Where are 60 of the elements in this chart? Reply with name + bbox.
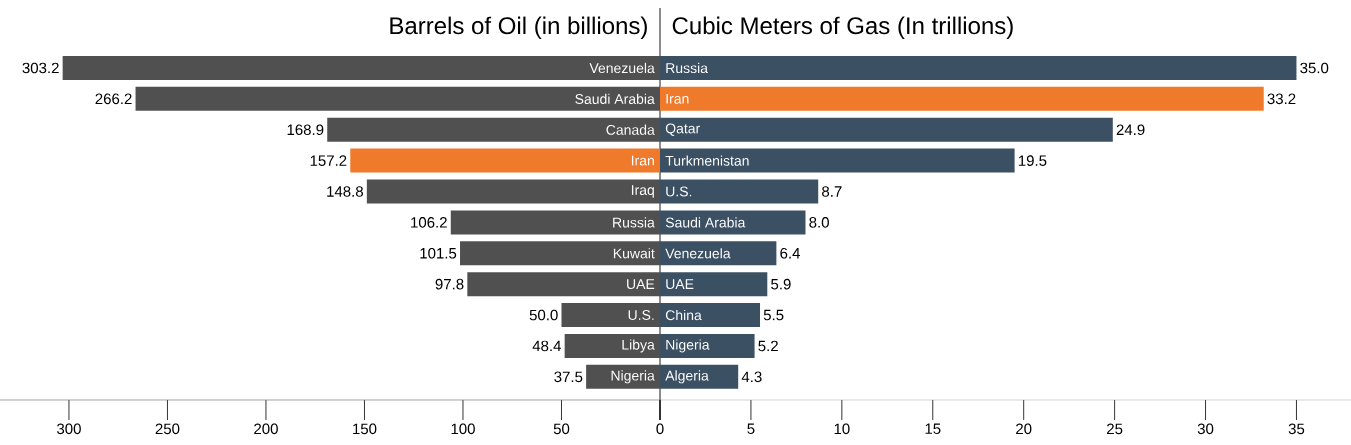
data-label: 168.9 <box>287 124 324 136</box>
data-label: 33.2 <box>1267 93 1296 105</box>
y-tick-label: U.S. <box>628 310 654 321</box>
y-tick-label: Kuwait <box>613 248 655 259</box>
data-label: 101.5 <box>420 247 457 259</box>
x-tick-label: 0 <box>656 423 664 435</box>
data-label: 4.3 <box>741 371 762 383</box>
x-tick-label: 200 <box>254 423 278 435</box>
y-tick-label: Venezuela <box>665 248 731 259</box>
y-tick-label: U.S. <box>666 186 692 197</box>
data-label: 50.0 <box>529 309 558 321</box>
x-tick-label: 15 <box>925 423 941 434</box>
x-tick-label: 250 <box>155 423 180 435</box>
x-tick-label: 10 <box>834 423 850 435</box>
data-label: 19.5 <box>1018 155 1047 166</box>
y-tick-label: Russia <box>666 62 709 74</box>
data-label: 157.2 <box>310 155 347 166</box>
data-label: 266.2 <box>95 93 132 105</box>
data-label: 106.2 <box>411 217 447 228</box>
chart-title: Barrels of Oil (in billions) <box>390 16 647 39</box>
data-label: 303.2 <box>22 62 59 74</box>
data-label: 37.5 <box>554 371 583 383</box>
y-tick-label: Iraq <box>631 185 654 198</box>
x-tick-label: 50 <box>553 423 570 435</box>
data-label: 8.0 <box>809 217 829 228</box>
chart-title: Cubic Meters of Gas (In trillions) <box>672 16 1013 39</box>
x-tick-label: 30 <box>1197 423 1214 435</box>
x-tick-label: 25 <box>1107 423 1123 435</box>
data-label: 148.8 <box>327 186 363 197</box>
y-tick-label: Nigeria <box>611 370 655 384</box>
data-label: 5.2 <box>758 340 778 352</box>
y-tick-label: China <box>665 309 702 321</box>
x-tick-label: 20 <box>1016 423 1032 435</box>
y-tick-label: Saudi Arabia <box>665 217 746 228</box>
y-tick-label: Iran <box>666 93 689 104</box>
y-tick-label: Saudi Arabia <box>575 93 655 104</box>
y-tick-label: Turkmenistan <box>665 155 749 166</box>
y-tick-label: Qatar <box>665 123 700 136</box>
x-tick-label: 150 <box>353 423 377 435</box>
y-tick-label: Nigeria <box>666 339 710 353</box>
y-tick-label: Algeria <box>665 370 709 384</box>
data-label: 8.7 <box>822 186 842 197</box>
x-tick-label: 35 <box>1288 423 1305 435</box>
data-label: 48.4 <box>532 340 561 352</box>
y-tick-label: Russia <box>613 217 655 228</box>
data-label: 5.5 <box>763 309 784 321</box>
data-label: 5.9 <box>771 278 791 290</box>
y-tick-label: Libya <box>622 339 655 353</box>
y-tick-label: Venezuela <box>589 62 655 74</box>
data-label: 35.0 <box>1300 62 1329 74</box>
data-label: 97.8 <box>435 278 464 290</box>
x-tick-label: 5 <box>747 423 755 434</box>
x-tick-label: 300 <box>57 423 81 435</box>
data-label: 6.4 <box>780 247 800 259</box>
y-tick-label: UAE <box>666 279 694 290</box>
y-tick-label: Canada <box>606 124 655 135</box>
y-tick-label: UAE <box>627 279 655 290</box>
x-tick-label: 100 <box>451 423 475 435</box>
data-label: 24.9 <box>1116 124 1145 136</box>
y-tick-label: Iran <box>631 155 654 166</box>
